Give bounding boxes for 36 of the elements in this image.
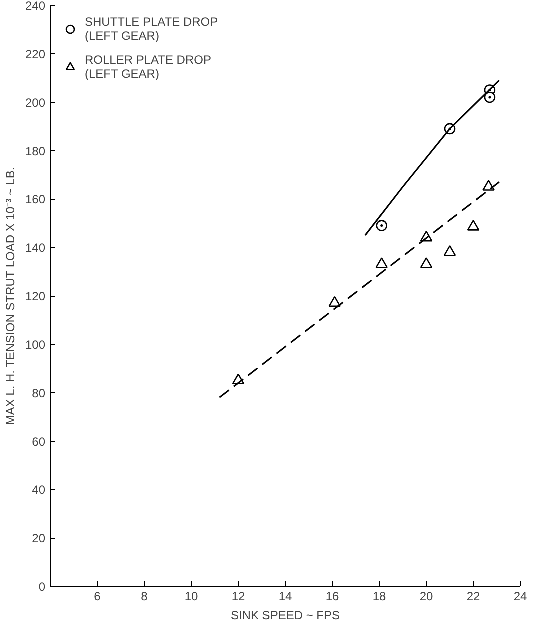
point xyxy=(467,220,480,231)
point xyxy=(376,258,388,268)
y-tick-label: 80 xyxy=(32,386,46,400)
y-tick-label: 60 xyxy=(32,434,46,449)
x-tick-label: 6 xyxy=(94,590,102,604)
x-tick-label: 18 xyxy=(372,590,386,604)
x-axis-title: SINK SPEED ~ FPS xyxy=(230,608,340,622)
y-tick-label: 0 xyxy=(38,580,46,594)
x-tick-label: 20 xyxy=(420,590,434,604)
y-tick-label: 120 xyxy=(25,290,46,304)
x-tick-label: 14 xyxy=(278,590,292,604)
y-tick-label: 100 xyxy=(25,338,46,352)
y-tick-label: 240 xyxy=(25,0,46,13)
point xyxy=(420,258,433,268)
legend-label: ROLLER PLATE DROP (LEFT GEAR) xyxy=(85,53,212,81)
legend-label: SHUTTLE PLATE DROP (LEFT GEAR) xyxy=(85,15,218,43)
y-tick-label: 20 xyxy=(32,532,46,546)
point xyxy=(482,180,495,191)
y-axis-title: MAX L. H. TENSION STRUT LOAD X 10⁻³ ~ LB. xyxy=(3,167,18,426)
point xyxy=(328,296,341,308)
point xyxy=(484,92,496,104)
x-tick-label: 8 xyxy=(141,590,148,604)
x-tick-label: 22 xyxy=(466,590,480,604)
point xyxy=(444,245,456,256)
x-tick-label: 10 xyxy=(184,590,198,604)
y-tick-label: 40 xyxy=(32,483,46,498)
x-tick-label: 24 xyxy=(514,590,528,604)
y-tick-label: 180 xyxy=(25,144,46,158)
x-tick-label: 16 xyxy=(326,590,340,604)
y-tick-label: 160 xyxy=(25,192,46,207)
line-series xyxy=(364,80,500,236)
x-tick-label: 12 xyxy=(232,590,246,604)
y-tick-label: 220 xyxy=(25,47,46,62)
y-tick-label: 200 xyxy=(25,96,46,110)
y-tick-label: 140 xyxy=(25,241,46,256)
point xyxy=(376,220,388,232)
